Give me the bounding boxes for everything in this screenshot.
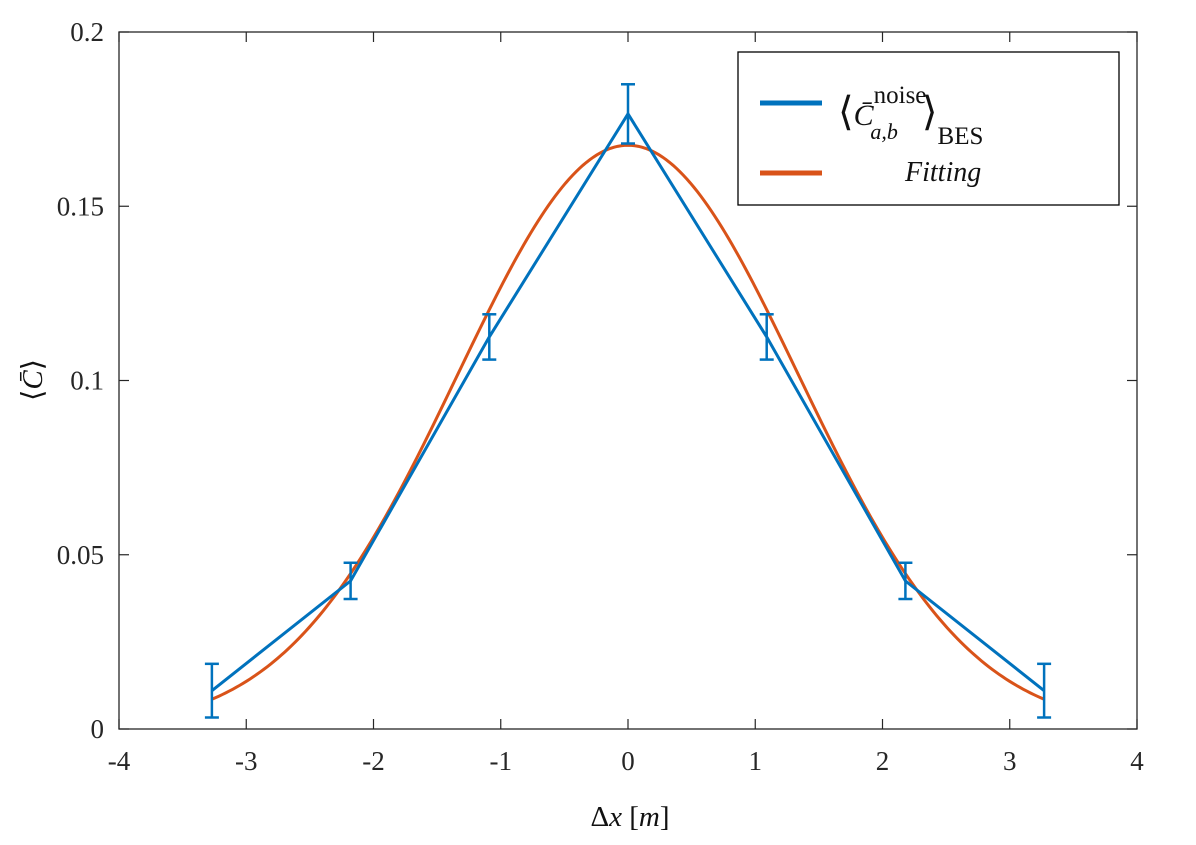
y-tick-label: 0.2 xyxy=(70,17,104,47)
y-axis-variable: C̄ xyxy=(17,370,49,390)
legend-box xyxy=(737,51,1120,206)
legend-sub-bes: BES xyxy=(938,123,984,150)
y-tick-labels: 0 0.05 0.1 0.15 0.2 xyxy=(57,17,104,744)
y-axis-left-bracket: ⟨ xyxy=(17,390,49,401)
legend-sub-ab: a,b xyxy=(870,119,898,144)
error-bar xyxy=(1037,662,1052,719)
axis-ticks xyxy=(118,31,1138,730)
legend-label-fitting: Fitting xyxy=(904,157,981,188)
x-tick-label: -3 xyxy=(235,746,258,776)
legend-c-bar: C̄ xyxy=(854,99,875,132)
legend-sup-noise: noise xyxy=(874,82,927,109)
error-bar xyxy=(343,561,358,601)
y-axis-title: ⟨C̄⟩ xyxy=(17,359,49,401)
x-tick-label: 0 xyxy=(621,746,635,776)
x-tick-label: -1 xyxy=(490,746,513,776)
y-axis-right-bracket: ⟩ xyxy=(17,359,49,370)
y-tick-label: 0 xyxy=(91,714,105,744)
y-tick-label: 0.15 xyxy=(57,191,104,221)
legend: ⟨C̄noise a,b ⟩BES Fitting xyxy=(737,51,1120,206)
x-axis-delta: Δ xyxy=(590,801,609,833)
x-axis-unit: m xyxy=(639,801,660,833)
error-bar xyxy=(482,313,497,361)
x-tick-label: 4 xyxy=(1130,746,1144,776)
x-axis-variable: x xyxy=(608,801,622,833)
y-tick-label: 0.05 xyxy=(57,540,104,570)
x-tick-label: 1 xyxy=(749,746,763,776)
series-layer xyxy=(204,83,1052,719)
x-tick-label: 2 xyxy=(876,746,890,776)
y-tick-label: 0.1 xyxy=(70,366,104,396)
error-bar xyxy=(759,313,774,361)
error-bar xyxy=(621,83,635,145)
x-tick-label: -4 xyxy=(108,746,131,776)
legend-right-bracket: ⟩ xyxy=(922,89,938,134)
error-bar xyxy=(204,662,219,719)
x-tick-label: -2 xyxy=(362,746,385,776)
x-tick-label: 3 xyxy=(1003,746,1017,776)
legend-label-bes: ⟨C̄noise a,b ⟩BES xyxy=(838,82,983,150)
legend-left-bracket: ⟨ xyxy=(838,89,854,134)
x-axis-title: Δx [m] xyxy=(590,801,669,833)
x-tick-labels: -4 -3 -2 -1 0 1 2 3 4 xyxy=(108,746,1145,776)
error-bar xyxy=(898,561,913,601)
